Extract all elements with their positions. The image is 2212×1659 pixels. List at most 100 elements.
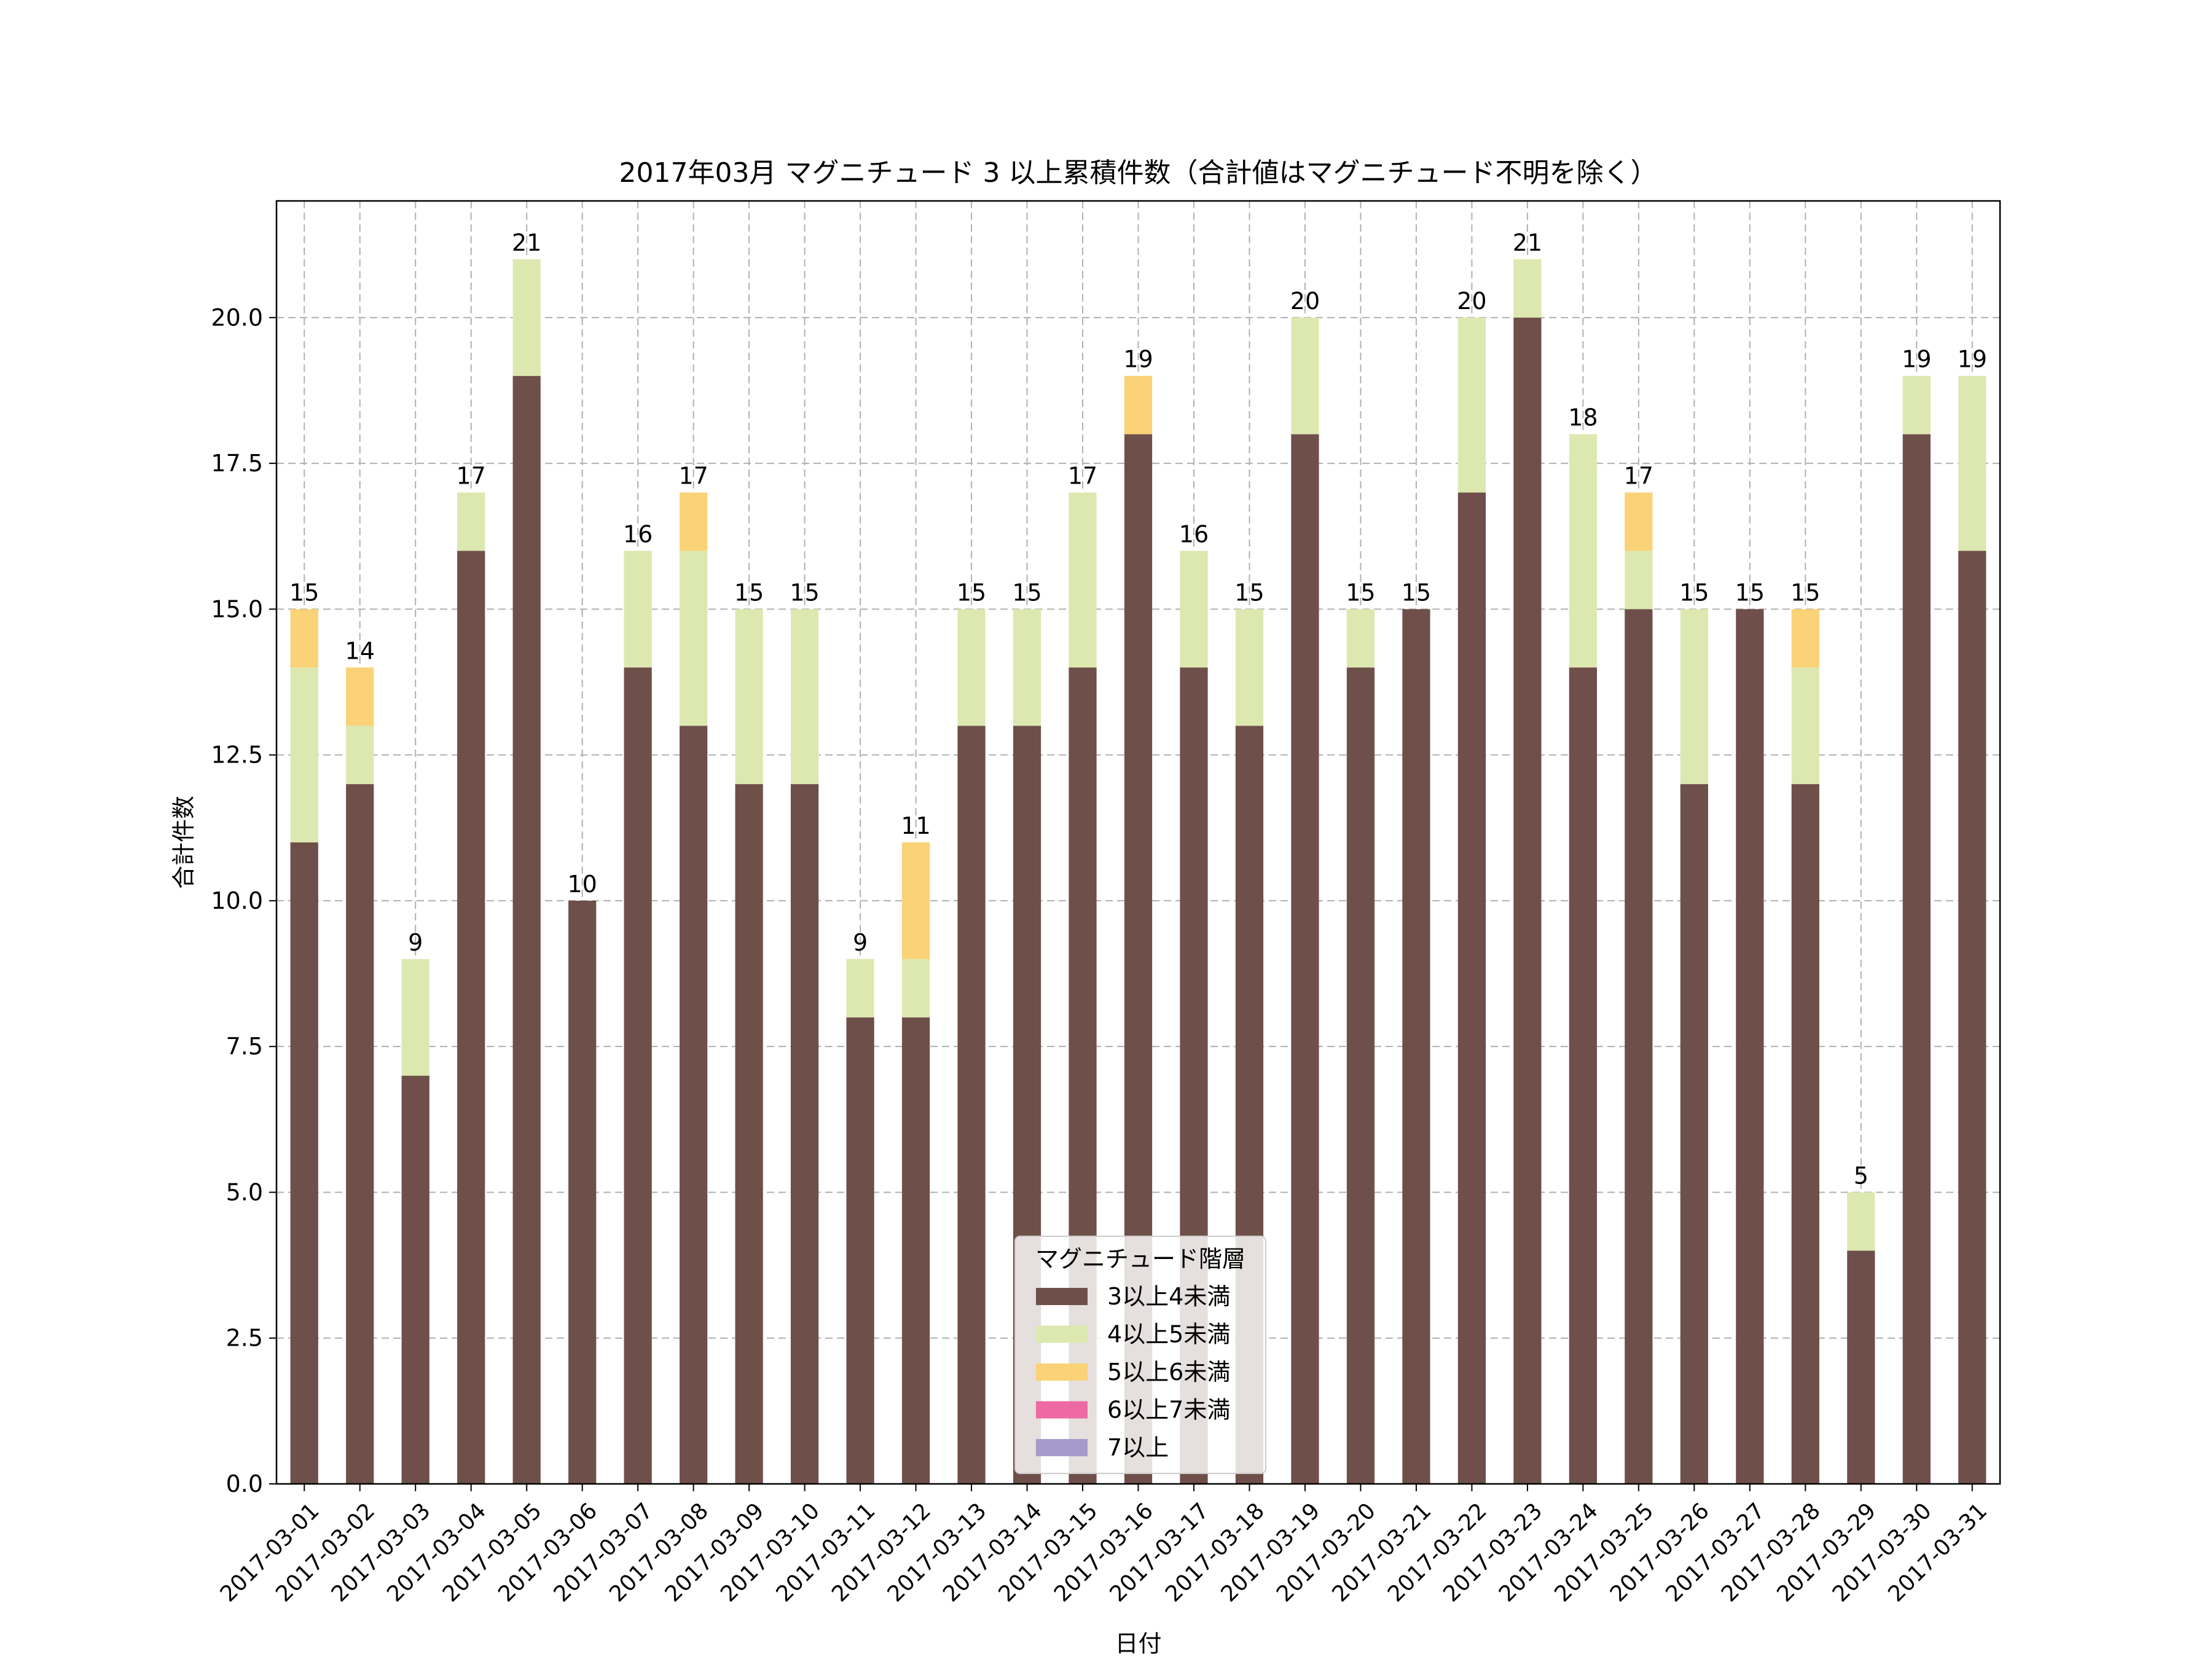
- bar-segment-2017-03-20-series-0: [1346, 667, 1375, 1484]
- total-label-2017-03-25: 17: [1624, 463, 1653, 490]
- bar-segment-2017-03-22-series-1: [1457, 317, 1486, 493]
- total-label-2017-03-30: 19: [1902, 346, 1931, 373]
- total-label-2017-03-13: 15: [957, 579, 986, 606]
- bar-segment-2017-03-07-series-0: [624, 667, 652, 1484]
- total-label-2017-03-26: 15: [1679, 579, 1709, 606]
- bar-segment-2017-03-29-series-0: [1847, 1250, 1875, 1484]
- bar-segment-2017-03-30-series-0: [1902, 434, 1931, 1484]
- bar-segment-2017-03-03-series-0: [401, 1075, 429, 1484]
- y-tick-label: 5.0: [226, 1179, 263, 1206]
- bar-segment-2017-03-19-series-0: [1291, 434, 1319, 1484]
- bar-segment-2017-03-28-series-1: [1791, 667, 1819, 785]
- bar-segment-2017-03-19-series-1: [1291, 317, 1319, 434]
- total-label-2017-03-15: 17: [1068, 463, 1097, 490]
- total-label-2017-03-14: 15: [1012, 579, 1041, 606]
- bar-segment-2017-03-16-series-2: [1124, 375, 1153, 434]
- bar-segment-2017-03-08-series-0: [680, 726, 708, 1484]
- bar-segment-2017-03-25-series-1: [1625, 551, 1653, 610]
- y-tick-label: 10.0: [211, 887, 263, 914]
- bar-segment-2017-03-11-series-0: [846, 1017, 874, 1484]
- bar-segment-2017-03-28-series-2: [1791, 609, 1819, 668]
- total-label-2017-03-28: 15: [1790, 579, 1820, 606]
- bar-segment-2017-03-01-series-2: [290, 609, 318, 668]
- bar-segment-2017-03-24-series-1: [1569, 434, 1597, 668]
- bar-segment-2017-03-27-series-0: [1736, 609, 1764, 1484]
- legend-label-2: 5以上6未満: [1107, 1359, 1230, 1386]
- bar-segment-2017-03-01-series-0: [290, 842, 318, 1484]
- y-axis-label: 合計件数: [170, 796, 197, 889]
- bar-segment-2017-03-25-series-0: [1625, 609, 1653, 1484]
- total-label-2017-03-11: 9: [853, 929, 868, 956]
- total-label-2017-03-31: 19: [1958, 346, 1987, 373]
- legend: マグニチュード階層 3以上4未満 4以上5未満 5以上6未満 6以上7未満 7以上: [1014, 1236, 1266, 1474]
- total-label-2017-03-18: 15: [1234, 579, 1264, 606]
- bar-segment-2017-03-18-series-1: [1235, 609, 1264, 726]
- bar-segment-2017-03-11-series-1: [846, 959, 874, 1018]
- bar-segment-2017-03-09-series-0: [735, 784, 763, 1484]
- total-label-2017-03-06: 10: [567, 871, 597, 898]
- x-axis-label: 日付: [1115, 1630, 1161, 1657]
- bar-segment-2017-03-10-series-0: [790, 784, 819, 1484]
- bar-segment-2017-03-30-series-1: [1902, 375, 1931, 434]
- bar-segment-2017-03-23-series-0: [1513, 317, 1542, 1484]
- bar-segment-2017-03-26-series-1: [1680, 609, 1708, 785]
- bar-segment-2017-03-02-series-0: [346, 784, 374, 1484]
- bar-segment-2017-03-08-series-1: [680, 551, 708, 726]
- bar-segment-2017-03-09-series-1: [735, 609, 763, 785]
- bar-segment-2017-03-31-series-0: [1958, 551, 1986, 1484]
- total-label-2017-03-20: 15: [1346, 579, 1375, 606]
- total-label-2017-03-24: 18: [1568, 404, 1598, 431]
- bar-segment-2017-03-28-series-0: [1791, 784, 1819, 1484]
- bar-segment-2017-03-06-series-0: [568, 900, 597, 1484]
- total-label-2017-03-08: 17: [678, 463, 708, 490]
- bar-segment-2017-03-29-series-1: [1847, 1192, 1875, 1251]
- chart-title: 2017年03月 マグニチュード 3 以上累積件数（合計値はマグニチュード不明を…: [619, 157, 1658, 189]
- legend-label-1: 4以上5未満: [1107, 1321, 1230, 1348]
- bar-segment-2017-03-05-series-0: [512, 375, 541, 1484]
- total-labels: 15 14 9 17 21 10 16 17 15 15 9 11 15 15 17 19 16 15 20 15 15…: [289, 229, 1987, 1190]
- bar-segment-2017-03-01-series-1: [290, 667, 318, 842]
- total-label-2017-03-03: 9: [408, 929, 423, 956]
- total-label-2017-03-09: 15: [734, 579, 764, 606]
- legend-swatch-0: [1036, 1288, 1088, 1305]
- total-label-2017-03-12: 11: [901, 812, 930, 839]
- y-axis: 0.0 2.5 5.0 7.5 10.0 12.5 15.0 17.5 20.0: [211, 304, 276, 1497]
- bar-segment-2017-03-13-series-1: [957, 609, 986, 726]
- legend-title: マグニチュード階層: [1035, 1245, 1245, 1273]
- total-label-2017-03-10: 15: [790, 579, 819, 606]
- bar-segment-2017-03-12-series-1: [901, 959, 930, 1018]
- legend-label-4: 7以上: [1107, 1434, 1169, 1461]
- bar-segment-2017-03-12-series-2: [901, 842, 930, 959]
- bar-segment-2017-03-07-series-1: [624, 551, 652, 668]
- bar-segment-2017-03-13-series-0: [957, 726, 986, 1484]
- total-label-2017-03-04: 17: [457, 463, 486, 490]
- y-tick-label: 15.0: [211, 595, 263, 622]
- total-label-2017-03-17: 16: [1179, 520, 1209, 547]
- total-label-2017-03-22: 20: [1457, 288, 1486, 315]
- bar-segment-2017-03-17-series-1: [1180, 551, 1208, 668]
- bar-segment-2017-03-15-series-1: [1069, 492, 1097, 668]
- legend-swatch-2: [1036, 1363, 1088, 1381]
- legend-label-0: 3以上4未満: [1107, 1283, 1230, 1310]
- total-label-2017-03-16: 19: [1123, 346, 1153, 373]
- bar-segment-2017-03-22-series-0: [1457, 492, 1486, 1484]
- y-tick-label: 7.5: [226, 1033, 263, 1060]
- total-label-2017-03-07: 16: [623, 520, 653, 547]
- bar-segment-2017-03-25-series-2: [1625, 492, 1653, 551]
- legend-swatch-1: [1036, 1325, 1088, 1343]
- total-label-2017-03-01: 15: [289, 579, 319, 606]
- y-tick-label: 2.5: [226, 1325, 263, 1352]
- y-tick-label: 20.0: [211, 304, 263, 331]
- bar-segment-2017-03-24-series-0: [1569, 667, 1597, 1484]
- legend-label-3: 6以上7未満: [1107, 1397, 1230, 1424]
- bar-segment-2017-03-21-series-0: [1402, 609, 1430, 1484]
- y-tick-label: 17.5: [211, 450, 263, 477]
- bar-segment-2017-03-31-series-1: [1958, 375, 1986, 551]
- bar-segment-2017-03-08-series-2: [680, 492, 708, 551]
- total-label-2017-03-29: 5: [1854, 1162, 1869, 1189]
- total-label-2017-03-05: 21: [512, 229, 541, 256]
- total-label-2017-03-19: 20: [1290, 288, 1320, 315]
- bar-segment-2017-03-02-series-2: [346, 667, 374, 726]
- total-label-2017-03-23: 21: [1513, 229, 1542, 256]
